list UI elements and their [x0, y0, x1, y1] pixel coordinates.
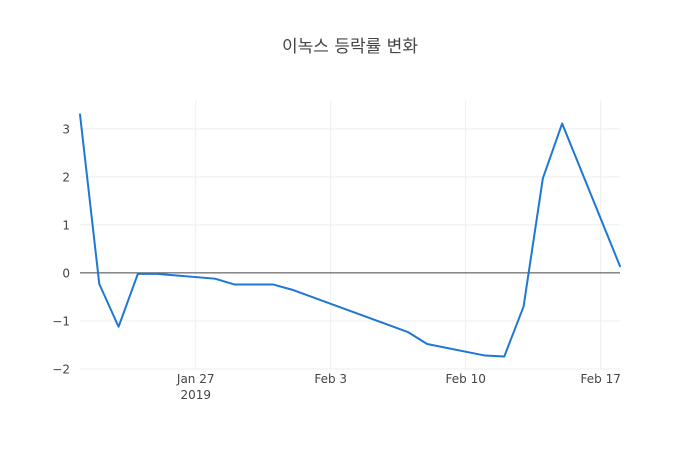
x-tick-label: Feb 3 [314, 372, 347, 386]
y-tick-label: −1 [52, 314, 70, 328]
x-tick-label: Feb 17 [581, 372, 621, 386]
x-tick-year-label: 2019 [180, 388, 211, 402]
x-tick-label: Jan 27 [176, 372, 215, 386]
series-line [79, 113, 621, 358]
y-tick-label: −2 [52, 363, 70, 377]
y-tick-label: 2 [62, 170, 70, 184]
axis-layer: 3 2 1 0 −1 −2 Jan 27 2019 Feb 3 Feb 10 Feb 17 [52, 122, 621, 402]
series-layer [79, 113, 621, 358]
y-tick-label: 1 [62, 218, 70, 232]
chart-title: 이녹스 등락률 변화 [282, 37, 418, 57]
y-tick-label: 3 [62, 122, 70, 136]
x-tick-label: Feb 10 [446, 372, 486, 386]
y-tick-label: 0 [62, 266, 70, 280]
grid-layer [80, 100, 620, 370]
